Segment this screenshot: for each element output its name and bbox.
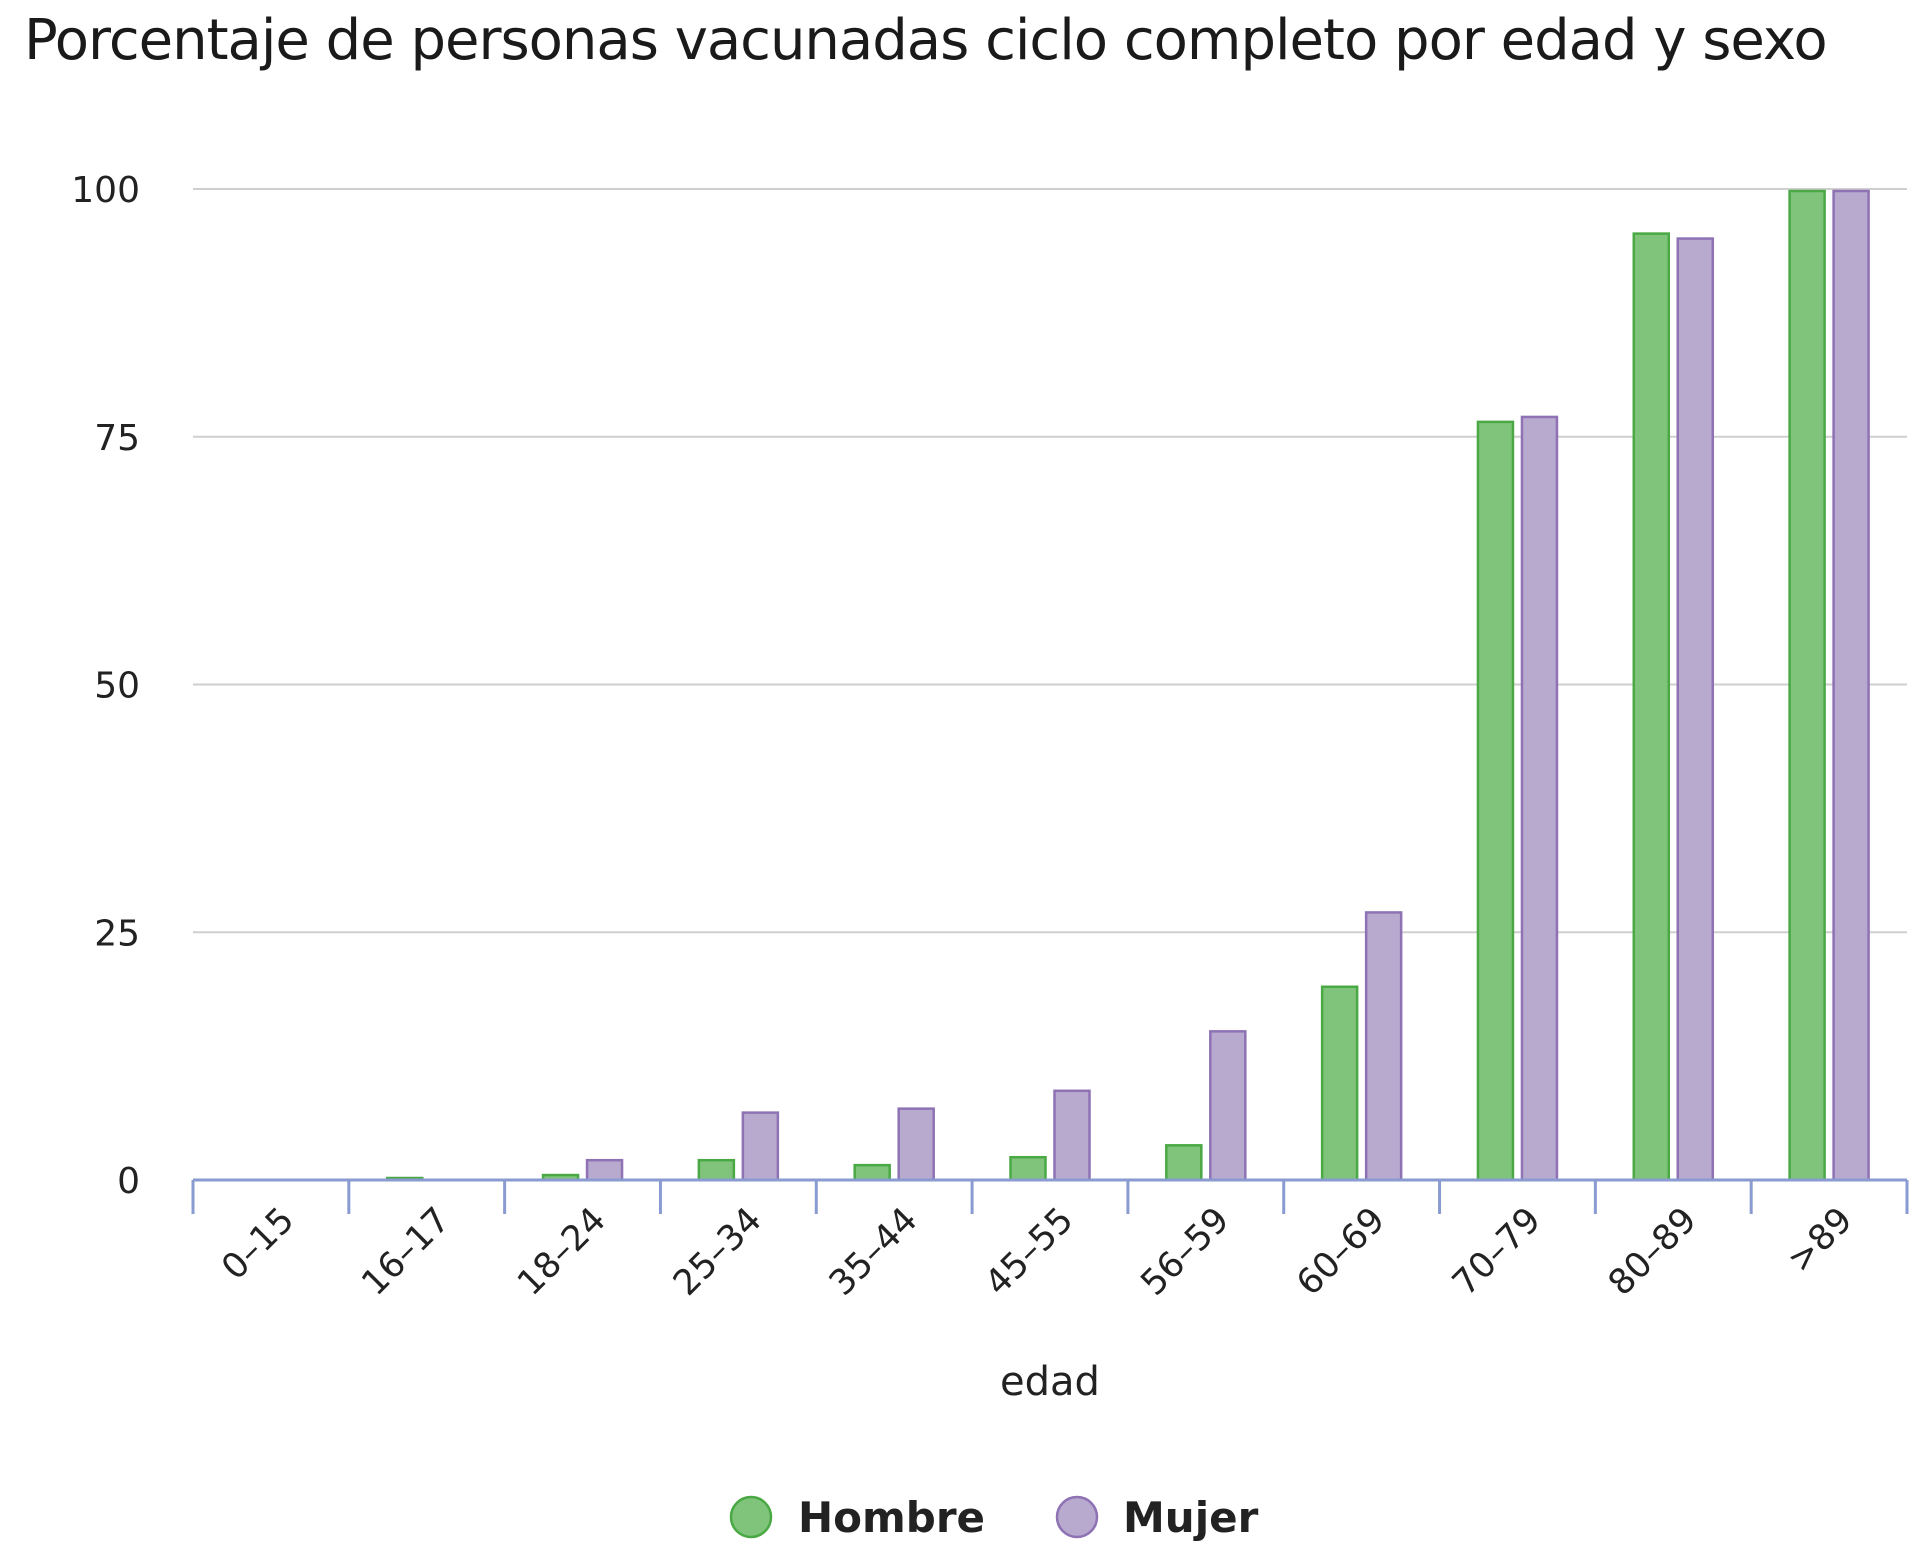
bar-mujer-6[interactable]: [1209, 1030, 1247, 1182]
y-tick-label: 0: [117, 1161, 140, 1202]
bar-mujer-2[interactable]: [585, 1158, 624, 1182]
bar-mujer-10[interactable]: [1832, 189, 1870, 1182]
y-tick-label: 100: [71, 170, 140, 211]
x-tick-label: 16–17: [354, 1200, 458, 1304]
x-tick-label: 70–79: [1445, 1200, 1549, 1304]
x-tick-label: 45–55: [978, 1200, 1082, 1304]
bar-hombre-5[interactable]: [1009, 1155, 1047, 1182]
legend-label: Mujer: [1123, 1493, 1259, 1542]
chart-title: Porcentaje de personas vacunadas ciclo c…: [24, 8, 1828, 73]
bar-mujer-3[interactable]: [741, 1111, 780, 1182]
x-tick-label: >89: [1780, 1200, 1861, 1281]
bar-hombre-6[interactable]: [1165, 1144, 1203, 1182]
y-tick-label: 50: [94, 666, 140, 707]
legend-item-hombre[interactable]: Hombre: [729, 1493, 985, 1542]
legend-swatch: [1055, 1495, 1099, 1539]
legend-item-mujer[interactable]: Mujer: [1055, 1493, 1259, 1542]
bar-hombre-3[interactable]: [697, 1158, 736, 1182]
x-tick-label: 25–34: [666, 1200, 770, 1304]
bar-hombre-4[interactable]: [853, 1163, 891, 1182]
legend-label: Hombre: [798, 1493, 985, 1542]
x-axis-labels: 0–15 16–17 18–24 25–34 35–44 45–55 56–59 60–69 7…: [214, 1200, 1860, 1304]
bars: [385, 189, 1870, 1182]
x-axis: [191, 1178, 1909, 1214]
x-tick-label: 80–89: [1601, 1200, 1705, 1304]
x-axis-title: edad: [1000, 1359, 1100, 1405]
y-tick-label: 25: [94, 913, 140, 954]
x-tick-label: 56–59: [1134, 1200, 1238, 1304]
bar-hombre-10[interactable]: [1788, 189, 1826, 1182]
x-tick-label: 0–15: [214, 1200, 302, 1288]
bar-mujer-9[interactable]: [1676, 237, 1715, 1182]
bar-mujer-7[interactable]: [1364, 911, 1403, 1182]
bar-hombre-9[interactable]: [1632, 232, 1671, 1182]
x-tick-label: 18–24: [510, 1200, 614, 1304]
x-tick-label: 35–44: [822, 1200, 926, 1304]
legend: Hombre Mujer: [729, 1493, 1259, 1542]
bar-hombre-7[interactable]: [1320, 985, 1359, 1182]
bar-mujer-4[interactable]: [897, 1107, 935, 1182]
y-tick-label: 75: [94, 418, 140, 459]
gridlines: [193, 188, 1907, 934]
legend-swatch: [729, 1495, 773, 1539]
x-tick-label: 60–69: [1289, 1200, 1393, 1304]
bar-mujer-5[interactable]: [1053, 1089, 1091, 1182]
bar-mujer-8[interactable]: [1520, 415, 1559, 1182]
y-axis-ticks: 0 25 50 75 100: [71, 170, 140, 1202]
bar-hombre-8[interactable]: [1476, 420, 1515, 1182]
